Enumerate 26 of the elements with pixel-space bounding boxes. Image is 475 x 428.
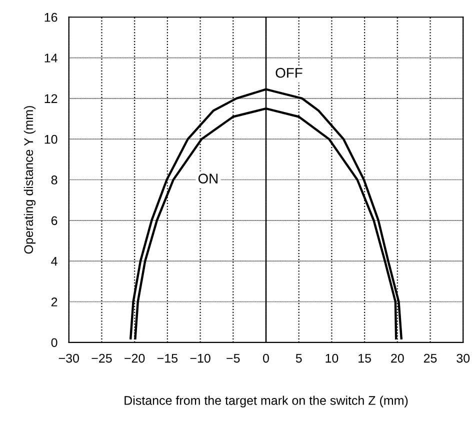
y-tick-label: 10 [44,134,58,144]
x-tick-label: 25 [424,354,437,363]
y-tick-label: 12 [44,94,58,103]
y-axis-title: Operating distance Y (mm) [24,106,36,254]
x-axis-title: Distance from the target mark on the switch Z (mm) [124,396,408,408]
y-tick-label: 16 [44,12,58,22]
x-tick-label: −5 [226,354,240,363]
x-tick-label: −20 [124,354,145,363]
x-tick-label: 20 [391,354,404,363]
x-tick-label: −15 [157,354,178,363]
x-tick-label: 15 [358,354,371,363]
x-tick-label: 5 [296,354,302,363]
annotation: ON [198,174,218,184]
x-tick-label: 10 [326,354,338,363]
y-tick-label: 6 [51,216,58,226]
y-tick-label: 0 [51,338,58,348]
y-tick-label: 4 [51,257,58,266]
x-tick-label: −25 [92,354,112,363]
x-tick-label: 30 [456,354,470,363]
y-tick-label: 14 [44,54,58,62]
x-tick-label: −30 [58,354,79,363]
y-tick-label: 8 [51,176,58,184]
x-tick-label: −10 [190,354,210,363]
annotation: OFF [276,68,302,78]
x-tick-label: 0 [263,354,269,363]
y-tick-label: 2 [51,298,58,306]
